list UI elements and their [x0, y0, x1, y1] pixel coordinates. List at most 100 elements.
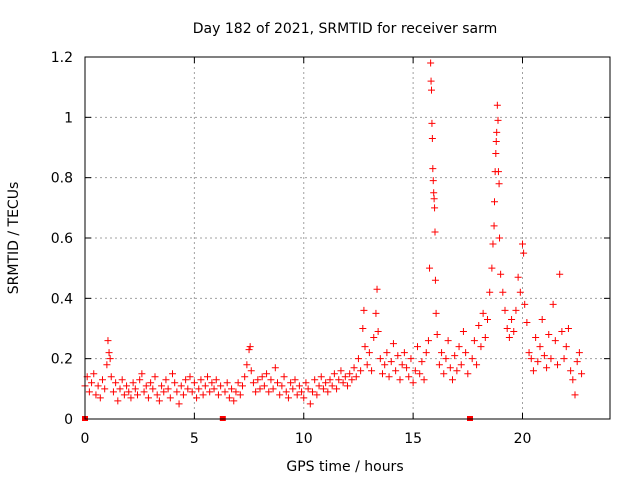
data-point: [479, 309, 487, 317]
data-point: [274, 379, 281, 387]
data-point: [389, 340, 397, 348]
data-point: [433, 331, 441, 339]
data-point: [341, 373, 349, 381]
data-point: [295, 382, 303, 390]
data-point: [464, 370, 472, 378]
data-point: [554, 361, 561, 369]
data-point: [431, 228, 439, 236]
data-point: [225, 394, 233, 402]
data-point: [573, 358, 581, 366]
data-point: [346, 370, 354, 378]
data-point: [204, 373, 211, 381]
data-point: [357, 367, 365, 375]
data-point: [418, 358, 426, 366]
data-point: [223, 379, 231, 387]
data-point: [201, 382, 209, 390]
data-point: [311, 376, 319, 384]
data-point: [147, 379, 155, 387]
data-point: [317, 373, 325, 381]
y-tick-label: 0.2: [51, 352, 73, 368]
data-point: [104, 337, 112, 345]
data-point: [90, 370, 98, 378]
data-point: [136, 376, 144, 384]
axis-ticks: [84, 56, 610, 420]
data-point: [549, 300, 557, 308]
data-point: [431, 204, 439, 212]
x-tick-label: 15: [404, 431, 422, 447]
data-point: [177, 382, 185, 390]
data-point: [468, 355, 476, 363]
data-point: [505, 334, 513, 342]
data-point: [142, 382, 150, 390]
data-point: [103, 361, 111, 369]
data-point: [109, 388, 117, 396]
data-point: [376, 355, 384, 363]
data-point: [173, 388, 181, 396]
data-point: [493, 128, 501, 136]
data-point: [293, 391, 301, 399]
x-tick-label: 20: [514, 431, 532, 447]
data-point: [221, 388, 229, 396]
data-point: [120, 391, 128, 399]
data-point: [188, 388, 196, 396]
data-point: [365, 349, 373, 357]
data-point: [516, 288, 524, 296]
data-point: [431, 276, 439, 284]
data-point: [190, 379, 198, 387]
x-tick-label: 0: [81, 431, 90, 447]
data-point: [527, 355, 535, 363]
data-point: [284, 394, 292, 402]
data-point: [451, 352, 459, 360]
data-point: [280, 373, 288, 381]
data-point: [534, 358, 542, 366]
y-tick-label: 0.8: [51, 171, 73, 187]
data-point: [503, 325, 511, 332]
data-point: [562, 343, 570, 351]
data-point: [428, 134, 436, 142]
data-point: [214, 391, 222, 399]
data-point: [529, 367, 537, 375]
data-point: [282, 388, 290, 396]
data-point: [129, 379, 137, 387]
data-point: [166, 394, 174, 402]
data-point: [497, 270, 505, 278]
data-point: [105, 349, 113, 357]
y-tick-label: 1.2: [51, 50, 73, 66]
data-point: [352, 373, 360, 381]
data-point: [532, 334, 540, 342]
data-point: [182, 376, 190, 384]
data-point: [457, 361, 465, 369]
data-point: [186, 373, 194, 381]
data-point: [360, 306, 368, 314]
data-point: [179, 391, 187, 399]
data-point: [394, 352, 402, 360]
data-point: [228, 385, 236, 393]
data-point: [403, 364, 411, 372]
data-point: [241, 373, 249, 381]
data-point: [493, 101, 501, 109]
data-point: [427, 77, 435, 85]
data-point: [496, 234, 504, 242]
data-point: [499, 288, 507, 296]
data-point: [558, 328, 566, 336]
data-point: [252, 388, 260, 396]
data-point: [373, 285, 381, 293]
data-point: [569, 376, 577, 384]
data-point: [571, 391, 579, 399]
data-point: [455, 343, 463, 351]
data-point: [193, 394, 201, 402]
x-tick-label: 10: [295, 431, 313, 447]
data-point: [195, 385, 203, 393]
data-point: [230, 397, 238, 405]
data-point: [392, 367, 400, 375]
data-point: [208, 379, 216, 387]
data-point: [398, 361, 406, 369]
data-point: [385, 373, 393, 381]
data-point: [289, 385, 297, 393]
data-point: [495, 180, 503, 188]
data-point: [328, 382, 336, 390]
data-point: [359, 325, 367, 332]
y-axis-label: SRMTID / TECUs: [6, 182, 22, 295]
data-point: [298, 388, 306, 396]
data-point: [123, 382, 131, 390]
